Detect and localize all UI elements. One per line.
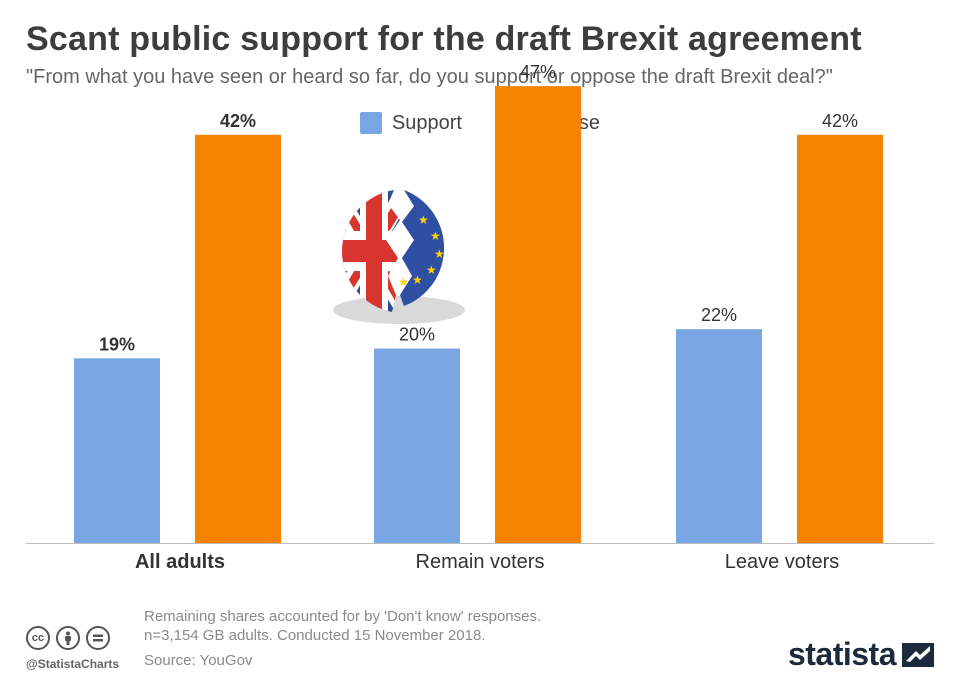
legend-swatch-support <box>359 112 382 134</box>
bar-oppose-1 <box>495 86 581 543</box>
svg-text:★: ★ <box>434 247 445 261</box>
x-axis-labels: All adults Remain voters Leave voters <box>135 551 839 573</box>
source-note: Source: YouGov <box>144 652 253 669</box>
bar-support-0 <box>74 358 160 543</box>
chart-title: Scant public support for the draft Brexi… <box>26 20 862 58</box>
chart-subtitle: "From what you have seen or heard so far… <box>26 66 833 88</box>
data-label-support-2: 22% <box>701 305 737 325</box>
no-derivatives-icon[interactable] <box>86 626 110 650</box>
attribution-icon[interactable] <box>56 626 80 650</box>
bar-oppose-0 <box>195 134 281 543</box>
svg-text:★: ★ <box>418 213 429 227</box>
twitter-handle[interactable]: @StatistaCharts <box>26 657 120 671</box>
legend-item-support: Support <box>359 111 462 135</box>
x-tick-label-2: Leave voters <box>725 551 840 573</box>
data-label-support-0: 19% <box>99 334 135 354</box>
license-icons: cc <box>26 626 110 650</box>
data-label-oppose-1: 47% <box>520 62 556 82</box>
footer-note-1: Remaining shares accounted for by 'Don't… <box>144 608 542 625</box>
creative-commons-icon[interactable]: cc <box>26 626 50 650</box>
svg-text:★: ★ <box>430 229 441 243</box>
brexit-split-flag-illustration: ★ ★ ★ ★ ★ ★ <box>333 190 465 324</box>
x-tick-label-0: All adults <box>135 551 225 573</box>
svg-text:★: ★ <box>412 273 423 287</box>
x-tick-label-1: Remain voters <box>416 551 545 573</box>
svg-text:★: ★ <box>398 275 409 289</box>
bar-support-1 <box>374 348 460 543</box>
data-label-oppose-0: 42% <box>220 111 256 131</box>
brand-name: statista <box>787 636 897 672</box>
bar-chart: ★ ★ ★ ★ ★ ★ 19% 42% 20% 47% 22% 42% All adult… <box>26 62 934 573</box>
svg-text:★: ★ <box>426 263 437 277</box>
bar-support-2 <box>676 329 762 543</box>
footer-note-2: n=3,154 GB adults. Conducted 15 November… <box>144 627 486 644</box>
bar-series: 19% 42% 20% 47% 22% 42% <box>74 62 883 543</box>
statista-logo-icon <box>902 642 934 667</box>
data-label-support-1: 20% <box>399 325 435 345</box>
legend-label-support: Support <box>391 111 462 134</box>
statista-brand[interactable]: statista <box>788 636 934 673</box>
bar-oppose-2 <box>797 134 883 543</box>
data-label-oppose-2: 42% <box>822 111 858 131</box>
